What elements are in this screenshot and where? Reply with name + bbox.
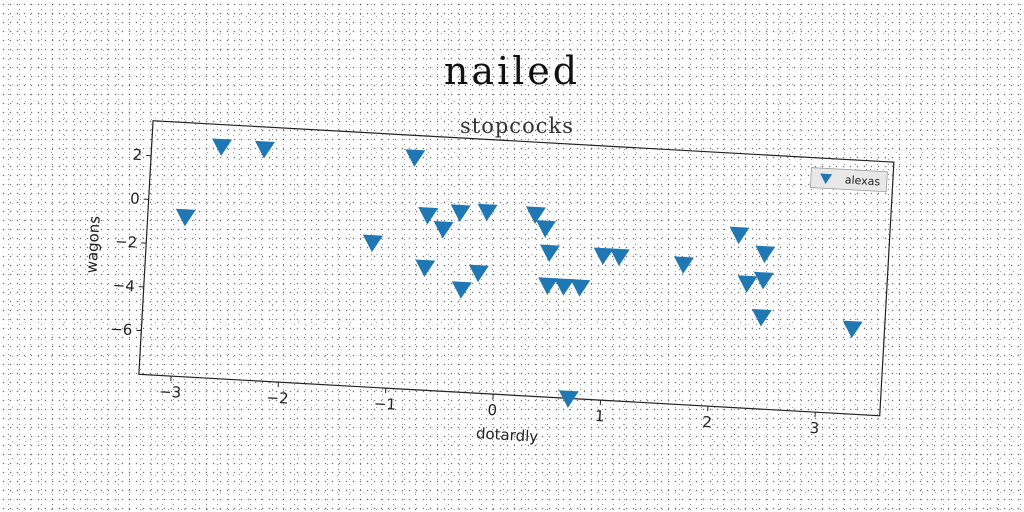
data-point [451, 281, 472, 299]
x-tick-label: 0 [487, 401, 498, 420]
chart-subtitle: stopcocks [460, 114, 574, 138]
data-point [362, 234, 383, 253]
x-tick-label: 3 [809, 419, 820, 438]
data-point [540, 244, 560, 263]
x-axis-label: dotardly [475, 424, 538, 445]
x-tick-label: −2 [266, 389, 289, 408]
y-tick-label: 2 [132, 146, 143, 165]
data-point [554, 278, 575, 296]
data-point [673, 256, 694, 274]
legend-marker-icon [820, 173, 833, 185]
data-point [468, 264, 489, 283]
data-point [538, 277, 559, 295]
data-point [593, 247, 614, 266]
data-point [609, 248, 630, 266]
data-point [751, 308, 772, 327]
data-point [212, 138, 233, 156]
x-tick-label: 1 [594, 407, 605, 426]
y-tick-label: −6 [110, 320, 133, 339]
y-axis: 2 0 −2 −4 −6 [110, 146, 152, 339]
data-point [558, 390, 579, 408]
data-point [418, 206, 439, 225]
series-alexas [175, 138, 863, 408]
data-point [255, 140, 275, 159]
plot-area: −3 −2 −1 0 1 2 3 2 0 −2 −4 −6 dotardly wagons alex… [82, 120, 895, 446]
data-point [842, 320, 863, 339]
legend-label: alexas [844, 173, 880, 188]
data-point [175, 208, 196, 227]
chart-title: nailed [444, 49, 580, 93]
legend: alexas [809, 167, 888, 193]
data-point [415, 259, 436, 277]
data-point [570, 279, 591, 297]
data-point [450, 204, 471, 222]
data-point [729, 226, 750, 245]
y-tick-label: −4 [112, 276, 135, 295]
x-tick-label: −3 [159, 382, 182, 401]
data-point [755, 245, 776, 264]
data-point [433, 221, 454, 239]
y-tick-label: −2 [115, 232, 138, 251]
data-point [737, 275, 758, 293]
plot-frame [138, 120, 895, 417]
data-point [477, 203, 498, 222]
data-point [525, 206, 546, 224]
x-axis: −3 −2 −1 0 1 2 3 [159, 376, 820, 438]
y-tick-label: 0 [130, 189, 141, 208]
y-axis-label: wagons [82, 215, 103, 274]
legend-box [809, 167, 888, 193]
x-tick-label: 2 [702, 413, 713, 432]
x-tick-label: −1 [373, 395, 396, 414]
data-point [535, 220, 556, 238]
data-point [753, 271, 774, 290]
data-point [405, 149, 426, 167]
